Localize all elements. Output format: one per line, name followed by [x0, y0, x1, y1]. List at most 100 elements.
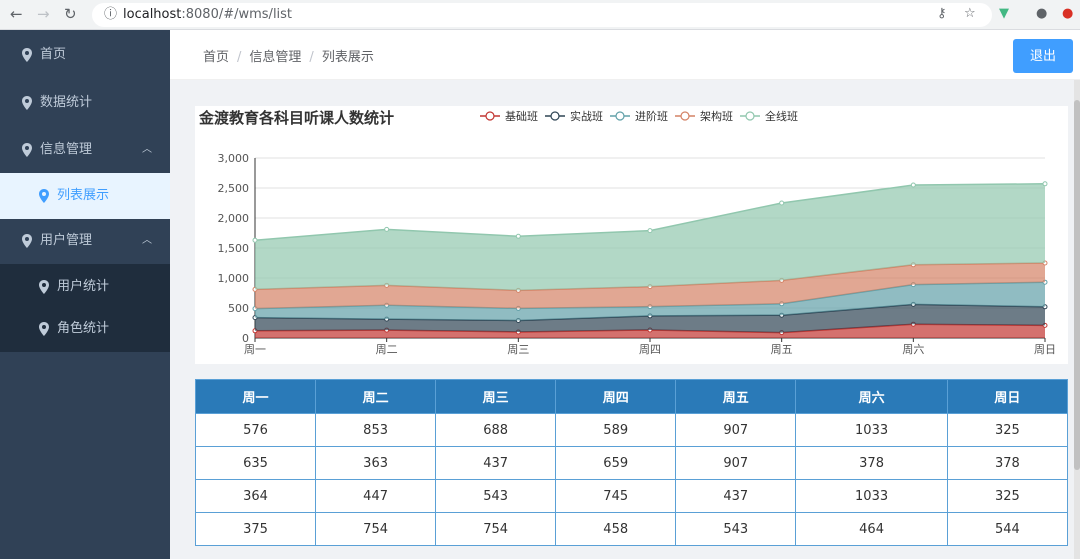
y-tick-label: 0: [242, 332, 249, 345]
chevron-up-icon: ︿: [142, 235, 152, 246]
reload-icon[interactable]: ↻: [64, 5, 77, 23]
table-cell: 437: [675, 479, 797, 513]
table-cell: 375: [194, 512, 317, 546]
vue-devtools-icon[interactable]: ▼: [999, 6, 1009, 21]
table-header-cell: 周六: [795, 379, 948, 414]
x-tick-label: 周二: [376, 343, 398, 356]
table-header-cell: 周日: [946, 379, 1069, 414]
legend-label: 基础班: [505, 110, 538, 123]
table-header-cell: 周三: [435, 379, 557, 414]
table-cell: 363: [315, 446, 437, 480]
extension-icon[interactable]: ●: [1062, 6, 1074, 21]
browser-toolbar: ← → ↻ ⓘ localhost:8080/#/wms/list ⚷ ☆ ▼ ●…: [0, 0, 1080, 30]
breadcrumb-item[interactable]: 信息管理: [249, 50, 302, 65]
info-icon[interactable]: ⓘ: [104, 7, 118, 22]
sidebar-item-label: 首页: [40, 47, 67, 62]
table-cell: 364: [194, 479, 317, 513]
table-header-cell: 周五: [675, 379, 797, 414]
table-row: 635 363 437 659 907 378 378: [194, 446, 1069, 480]
location-icon: [39, 322, 49, 336]
table-row: 576 853 688 589 907 1033 325: [194, 413, 1069, 447]
table-cell: 754: [435, 512, 557, 546]
table-cell: 325: [946, 413, 1069, 447]
table-header-cell: 周四: [555, 379, 677, 414]
sidebar-item-stats[interactable]: 数据统计: [0, 80, 170, 126]
star-icon[interactable]: ☆: [964, 6, 976, 21]
legend-marker: [680, 111, 690, 121]
table-row: 375 754 754 458 543 464 544: [194, 512, 1069, 546]
series-area: [255, 263, 1045, 309]
chart-title: 金渡教育各科目听课人数统计: [198, 109, 394, 127]
table-cell: 378: [795, 446, 948, 480]
table-cell: 1033: [795, 413, 948, 447]
location-icon: [22, 143, 32, 157]
breadcrumb-separator: /: [309, 50, 314, 65]
back-icon[interactable]: ←: [10, 5, 23, 23]
url-host: localhost: [123, 7, 182, 22]
series-area: [255, 183, 1045, 291]
sidebar-item-list-display[interactable]: 列表展示: [0, 173, 170, 219]
legend-label: 进阶班: [635, 109, 668, 123]
table-cell: 437: [435, 446, 557, 480]
x-tick-label: 周六: [902, 343, 924, 356]
breadcrumb-item[interactable]: 首页: [203, 50, 230, 65]
breadcrumb-item-current: 列表展示: [321, 50, 374, 65]
y-tick-label: 2,000: [218, 212, 250, 225]
breadcrumb-separator: /: [237, 50, 242, 65]
main-content: 金渡教育各科目听课人数统计 0 500 1,000 1,500 2,000 2,500 3,0…: [170, 80, 1080, 559]
sidebar-item-user-management[interactable]: 用户管理 ︿: [0, 218, 170, 264]
table-header-cell: 周二: [315, 379, 437, 414]
scrollbar[interactable]: [1074, 80, 1080, 559]
sidebar-item-label: 用户统计: [57, 279, 110, 294]
series-area: [255, 304, 1045, 333]
series-area: [255, 282, 1045, 321]
forward-icon[interactable]: →: [37, 5, 50, 23]
sidebar-item-label: 信息管理: [40, 142, 93, 157]
y-tick-label: 500: [228, 302, 249, 315]
x-tick-label: 周一: [244, 343, 266, 356]
table-cell: 659: [555, 446, 677, 480]
legend-label: 实战班: [570, 109, 603, 123]
table-cell: 635: [194, 446, 317, 480]
legend-label: 全线班: [765, 109, 798, 123]
table-header-cell: 周一: [194, 379, 317, 414]
y-tick-label: 1,000: [218, 272, 250, 285]
sidebar-item-home[interactable]: 首页: [0, 32, 170, 78]
sidebar: 首页 数据统计 信息管理 ︿ 列表展示 用户管理 ︿ 用户统计 角色统计: [0, 30, 170, 559]
area-chart: 金渡教育各科目听课人数统计 0 500 1,000 1,500 2,000 2,500 3,0…: [198, 109, 1056, 356]
sidebar-item-user-stats[interactable]: 用户统计: [0, 264, 170, 310]
table-cell: 688: [435, 413, 557, 447]
table-cell: 447: [315, 479, 437, 513]
x-tick-label: 周四: [639, 343, 661, 356]
location-icon: [22, 234, 32, 248]
profile-icon[interactable]: ●: [1036, 6, 1048, 21]
legend-marker: [745, 111, 755, 121]
sidebar-item-label: 数据统计: [40, 95, 93, 110]
location-icon: [22, 96, 32, 110]
sidebar-item-info-management[interactable]: 信息管理 ︿: [0, 127, 170, 173]
legend-label: 架构班: [700, 109, 733, 123]
sidebar-item-label: 角色统计: [57, 321, 110, 336]
address-bar[interactable]: ⓘ localhost:8080/#/wms/list: [92, 3, 992, 27]
scrollbar-thumb[interactable]: [1074, 100, 1080, 470]
table-cell: 543: [435, 479, 557, 513]
table-cell: 378: [946, 446, 1069, 480]
table-cell: 1033: [795, 479, 948, 513]
y-tick-label: 1,500: [218, 242, 250, 255]
sidebar-item-role-stats[interactable]: 角色统计: [0, 306, 170, 352]
table-cell: 745: [555, 479, 677, 513]
data-point: [779, 200, 785, 206]
logout-button[interactable]: 退出: [1013, 39, 1073, 73]
top-header: 首页 / 信息管理 / 列表展示 退出: [170, 30, 1080, 80]
data-point: [252, 237, 258, 243]
table-cell: 907: [675, 446, 797, 480]
key-icon[interactable]: ⚷: [937, 6, 947, 21]
location-icon: [22, 48, 32, 62]
chart-panel: 金渡教育各科目听课人数统计 0 500 1,000 1,500 2,000 2,500 3,0…: [195, 106, 1068, 364]
sidebar-item-label: 用户管理: [40, 233, 93, 248]
table-cell: 543: [675, 512, 797, 546]
legend-marker: [550, 111, 560, 121]
y-tick-label: 3,000: [218, 152, 250, 165]
breadcrumb: 首页 / 信息管理 / 列表展示: [203, 46, 374, 65]
location-icon: [39, 189, 49, 203]
